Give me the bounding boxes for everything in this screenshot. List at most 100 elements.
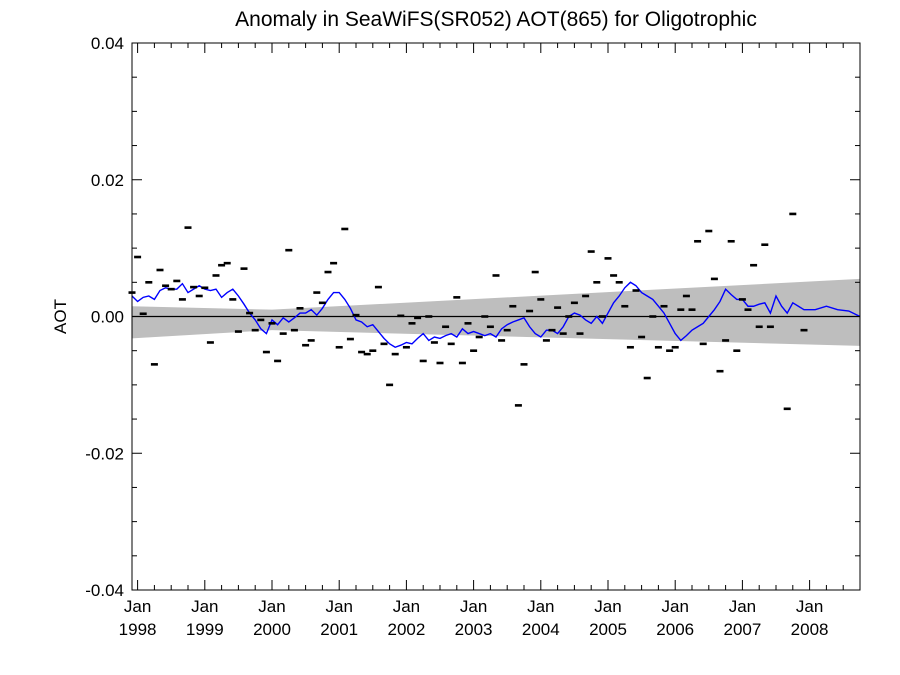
anomaly-marker bbox=[139, 312, 147, 316]
anomaly-marker bbox=[341, 227, 349, 231]
anomaly-marker bbox=[783, 407, 791, 411]
anomaly-marker bbox=[526, 309, 534, 313]
anomaly-marker bbox=[498, 339, 506, 342]
anomaly-marker bbox=[436, 361, 444, 365]
y-tick-label: 0.02 bbox=[91, 171, 124, 190]
anomaly-marker bbox=[274, 359, 282, 363]
anomaly-marker bbox=[800, 328, 808, 332]
x-tick-label-month: Jan bbox=[124, 597, 151, 616]
anomaly-marker bbox=[145, 281, 153, 284]
tick-label-layer: 0.040.020.00-0.02-0.04Jan1998Jan1999Jan2… bbox=[51, 34, 829, 639]
x-tick-label-year: 2001 bbox=[320, 620, 358, 639]
x-tick-label-year: 2004 bbox=[522, 620, 560, 639]
anomaly-marker bbox=[593, 281, 601, 284]
x-tick-label-month: Jan bbox=[661, 597, 688, 616]
anomaly-marker bbox=[212, 274, 220, 277]
anomaly-marker bbox=[632, 289, 640, 292]
anomaly-marker bbox=[755, 325, 763, 329]
x-tick-label-month: Jan bbox=[594, 597, 621, 616]
x-tick-label-month: Jan bbox=[729, 597, 756, 616]
anomaly-marker bbox=[369, 349, 377, 352]
anomaly-marker bbox=[699, 342, 707, 346]
anomaly-marker bbox=[789, 212, 797, 216]
anomaly-marker bbox=[206, 341, 214, 344]
anomaly-marker bbox=[626, 345, 634, 349]
anomaly-marker bbox=[251, 328, 259, 332]
anomaly-marker bbox=[537, 298, 545, 301]
anomaly-marker bbox=[727, 239, 735, 243]
anomaly-marker bbox=[257, 318, 265, 322]
anomaly-marker bbox=[582, 294, 590, 298]
anomaly-marker bbox=[391, 352, 399, 356]
anomaly-marker bbox=[694, 239, 702, 243]
anomaly-marker bbox=[296, 306, 304, 310]
x-tick-label-month: Jan bbox=[325, 597, 352, 616]
x-tick-label-year: 2002 bbox=[387, 620, 425, 639]
anomaly-marker bbox=[542, 339, 550, 342]
anomaly-marker bbox=[397, 314, 405, 318]
anomaly-marker bbox=[671, 345, 679, 349]
anomaly-marker bbox=[240, 267, 248, 270]
y-axis-title: AOT bbox=[51, 299, 70, 334]
smoothed-series-line bbox=[131, 281, 861, 349]
anomaly-marker bbox=[750, 263, 758, 267]
anomaly-marker bbox=[380, 342, 388, 346]
anomaly-marker bbox=[223, 261, 231, 265]
x-tick-label-year: 2005 bbox=[589, 620, 627, 639]
anomaly-marker bbox=[134, 255, 142, 259]
anomaly-marker bbox=[554, 306, 562, 309]
x-tick-label-month: Jan bbox=[796, 597, 823, 616]
anomaly-marker bbox=[402, 345, 410, 349]
anomaly-marker bbox=[576, 332, 584, 335]
x-tick-label-year: 2003 bbox=[455, 620, 493, 639]
y-tick-label: 0.04 bbox=[91, 34, 124, 53]
confidence-band-layer bbox=[132, 278, 860, 346]
anomaly-marker bbox=[218, 263, 226, 267]
chart-title: Anomaly in SeaWiFS(SR052) AOT(865) for O… bbox=[235, 8, 757, 31]
anomaly-marker bbox=[559, 332, 567, 335]
anomaly-marker bbox=[229, 298, 237, 301]
anomaly-marker bbox=[458, 361, 466, 365]
anomaly-marker bbox=[363, 352, 371, 356]
x-tick-label-year: 1998 bbox=[119, 620, 157, 639]
anomaly-marker bbox=[453, 296, 461, 299]
y-tick-label: 0.00 bbox=[91, 308, 124, 327]
smoothed-line-layer bbox=[131, 281, 861, 349]
anomaly-marker bbox=[408, 322, 416, 325]
anomaly-marker bbox=[414, 316, 422, 320]
anomaly-marker bbox=[307, 339, 315, 342]
anomaly-marker bbox=[570, 301, 578, 305]
anomaly-marker bbox=[610, 274, 618, 277]
x-tick-label-year: 2007 bbox=[723, 620, 761, 639]
anomaly-marker bbox=[660, 304, 668, 308]
x-tick-label-month: Jan bbox=[527, 597, 554, 616]
anomaly-marker bbox=[621, 304, 629, 308]
anomaly-marker bbox=[324, 270, 332, 274]
anomaly-marker bbox=[246, 311, 254, 315]
x-tick-label-month: Jan bbox=[258, 597, 285, 616]
anomaly-marker bbox=[470, 349, 478, 352]
x-tick-label-year: 2008 bbox=[791, 620, 829, 639]
anomaly-marker bbox=[167, 287, 175, 291]
anomaly-marker bbox=[447, 342, 455, 346]
anomaly-marker bbox=[666, 349, 674, 352]
anomaly-marker bbox=[346, 337, 354, 341]
anomaly-marker bbox=[520, 363, 528, 366]
x-tick-label-month: Jan bbox=[460, 597, 487, 616]
anomaly-marker bbox=[514, 404, 522, 407]
anomaly-marker bbox=[744, 308, 752, 311]
y-tick-label: -0.04 bbox=[85, 581, 124, 600]
anomaly-marker bbox=[195, 294, 203, 298]
anomaly-marker bbox=[430, 341, 438, 344]
anomaly-marker bbox=[492, 274, 500, 277]
anomaly-marker bbox=[330, 261, 338, 265]
x-tick-label-year: 1999 bbox=[186, 620, 224, 639]
anomaly-marker bbox=[184, 226, 192, 229]
anomaly-marker bbox=[677, 308, 685, 311]
anomaly-marker bbox=[425, 315, 433, 318]
anomaly-marker bbox=[173, 279, 181, 283]
anomaly-marker bbox=[156, 268, 164, 272]
anomaly-marker bbox=[643, 376, 651, 380]
anomaly-marker bbox=[766, 325, 774, 329]
axes-layer bbox=[131, 42, 861, 591]
